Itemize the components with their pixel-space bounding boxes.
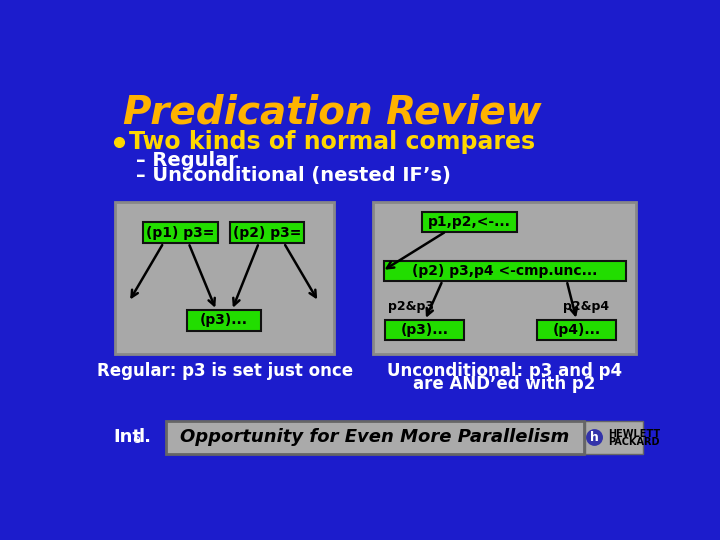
Text: PACKARD: PACKARD — [608, 437, 660, 447]
Text: (p2) p3,p4 <-cmp.unc...: (p2) p3,p4 <-cmp.unc... — [412, 264, 598, 278]
Circle shape — [587, 430, 602, 445]
Bar — [114, 202, 334, 354]
Text: are AND’ed with p2: are AND’ed with p2 — [413, 375, 596, 393]
Text: Regular: p3 is set just once: Regular: p3 is set just once — [96, 362, 353, 380]
FancyBboxPatch shape — [187, 309, 261, 331]
Text: – Unconditional (nested IF’s): – Unconditional (nested IF’s) — [137, 166, 451, 185]
Text: p2&p3: p2&p3 — [388, 300, 434, 313]
Text: (p2) p3=: (p2) p3= — [233, 226, 301, 240]
Bar — [373, 202, 636, 354]
FancyBboxPatch shape — [230, 222, 304, 244]
FancyBboxPatch shape — [384, 261, 626, 281]
Text: Opportunity for Even More Parallelism: Opportunity for Even More Parallelism — [180, 428, 570, 447]
Text: (p3)...: (p3)... — [401, 323, 449, 336]
FancyBboxPatch shape — [537, 320, 616, 340]
Text: Two kinds of normal compares: Two kinds of normal compares — [129, 130, 535, 154]
Text: HEWLETT: HEWLETT — [608, 429, 660, 438]
Text: p1,p2,<-...: p1,p2,<-... — [428, 215, 511, 229]
Text: p2&p4: p2&p4 — [563, 300, 609, 313]
FancyBboxPatch shape — [166, 421, 584, 455]
Text: l.: l. — [138, 428, 151, 447]
Text: Unconditional: p3 and p4: Unconditional: p3 and p4 — [387, 362, 622, 380]
Text: Int: Int — [113, 428, 141, 447]
Text: – Regular: – Regular — [137, 151, 238, 170]
FancyBboxPatch shape — [423, 212, 517, 232]
Text: Predication Review: Predication Review — [122, 93, 541, 132]
Text: e: e — [132, 433, 140, 446]
Text: h: h — [590, 431, 599, 444]
FancyBboxPatch shape — [385, 320, 464, 340]
Text: (p1) p3=: (p1) p3= — [146, 226, 215, 240]
FancyBboxPatch shape — [143, 222, 218, 244]
Text: (p3)...: (p3)... — [200, 313, 248, 327]
FancyBboxPatch shape — [585, 421, 642, 454]
Text: (p4)...: (p4)... — [553, 323, 600, 336]
